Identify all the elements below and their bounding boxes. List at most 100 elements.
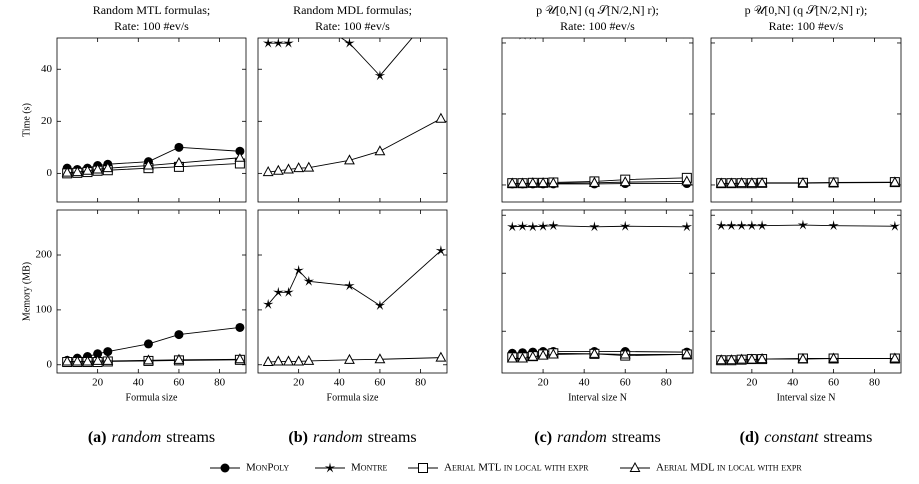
marker bbox=[517, 220, 528, 231]
marker bbox=[747, 28, 757, 38]
caption-rest: streams bbox=[823, 429, 872, 446]
marker bbox=[619, 176, 631, 187]
plot-frame bbox=[710, 209, 902, 374]
marker bbox=[102, 354, 114, 365]
caption-label: (d) bbox=[740, 429, 760, 446]
marker bbox=[506, 352, 518, 363]
marker bbox=[619, 220, 631, 231]
caption-emph: random bbox=[112, 429, 162, 446]
marker bbox=[173, 353, 185, 364]
marker bbox=[797, 177, 809, 188]
y-tick-label: 20 bbox=[41, 115, 53, 127]
marker bbox=[736, 28, 746, 38]
marker bbox=[746, 220, 758, 231]
panel-title: Rate: 100 #ev/s bbox=[769, 19, 844, 33]
x-tick-label: 60 bbox=[374, 377, 386, 389]
caption: (d) constant streams bbox=[740, 429, 873, 446]
marker bbox=[173, 156, 185, 167]
marker bbox=[725, 354, 737, 365]
plot-frame bbox=[56, 209, 247, 374]
marker bbox=[828, 220, 839, 231]
marker bbox=[435, 112, 447, 123]
caption: (c) random streams bbox=[534, 429, 660, 446]
marker bbox=[283, 38, 294, 48]
marker bbox=[683, 38, 691, 39]
y-tick-label: 100 bbox=[36, 303, 53, 315]
marker bbox=[435, 351, 447, 362]
x-tick-label: 40 bbox=[334, 377, 346, 389]
marker bbox=[681, 221, 693, 232]
x-tick-label: 80 bbox=[214, 377, 226, 389]
marker bbox=[344, 154, 355, 165]
marker bbox=[61, 166, 73, 177]
marker bbox=[235, 146, 245, 156]
marker bbox=[103, 347, 113, 357]
x-tick-label: 40 bbox=[133, 377, 145, 389]
marker bbox=[548, 27, 558, 37]
marker bbox=[374, 353, 386, 364]
y-tick-label: 0 bbox=[47, 167, 53, 179]
caption-rest: streams bbox=[368, 429, 417, 446]
marker bbox=[797, 353, 809, 364]
series-group bbox=[61, 322, 246, 368]
x-tick-label: 20 bbox=[538, 377, 550, 389]
caption-label: (a) bbox=[88, 429, 107, 446]
y-axis-label: Time (s) bbox=[21, 103, 32, 137]
marker bbox=[736, 177, 748, 188]
marker bbox=[303, 354, 315, 365]
marker bbox=[143, 354, 154, 365]
marker bbox=[507, 221, 518, 232]
series-group bbox=[61, 142, 246, 179]
marker bbox=[726, 28, 736, 38]
marker bbox=[527, 221, 539, 232]
series-line bbox=[268, 357, 441, 363]
marker bbox=[143, 339, 153, 349]
marker bbox=[529, 38, 537, 40]
marker bbox=[344, 280, 355, 291]
marker bbox=[293, 264, 304, 275]
marker bbox=[262, 355, 274, 367]
marker bbox=[715, 220, 727, 231]
x-tick-label: 40 bbox=[579, 377, 591, 389]
marker bbox=[344, 38, 355, 48]
marker bbox=[303, 275, 315, 286]
plot-frame bbox=[257, 209, 448, 374]
marker bbox=[716, 28, 726, 38]
panel-title: Random MDL formulas; bbox=[293, 3, 412, 17]
marker bbox=[537, 349, 549, 360]
marker bbox=[283, 286, 294, 297]
caption-emph: random bbox=[313, 429, 363, 446]
marker bbox=[234, 151, 246, 162]
x-axis-label: Formula size bbox=[126, 392, 178, 403]
x-tick-label: 40 bbox=[787, 377, 799, 389]
x-axis-label: Interval size N bbox=[568, 392, 627, 403]
x-tick-label: 80 bbox=[661, 377, 673, 389]
marker bbox=[234, 353, 246, 364]
marker bbox=[283, 355, 294, 366]
marker bbox=[736, 220, 747, 231]
marker bbox=[92, 354, 104, 365]
marker bbox=[681, 348, 693, 359]
marker bbox=[889, 352, 901, 363]
panel-title: Rate: 100 #ev/s bbox=[315, 19, 390, 33]
marker bbox=[736, 353, 748, 364]
x-tick-label: 20 bbox=[92, 377, 104, 389]
marker bbox=[746, 177, 758, 188]
plot-frame bbox=[710, 37, 902, 203]
marker bbox=[273, 38, 284, 48]
marker bbox=[273, 286, 284, 297]
marker bbox=[756, 353, 768, 364]
marker bbox=[726, 220, 737, 231]
marker bbox=[619, 348, 631, 359]
caption-label: (c) bbox=[534, 429, 552, 446]
marker bbox=[588, 176, 600, 187]
series-group bbox=[506, 220, 693, 363]
marker bbox=[519, 38, 526, 40]
marker bbox=[102, 162, 114, 173]
marker bbox=[589, 221, 600, 232]
x-tick-label: 60 bbox=[173, 377, 185, 389]
marker bbox=[548, 220, 559, 231]
panel-title: Rate: 100 #ev/s bbox=[560, 19, 635, 33]
x-tick-label: 80 bbox=[869, 377, 881, 389]
caption: (a) random streams bbox=[88, 429, 215, 446]
